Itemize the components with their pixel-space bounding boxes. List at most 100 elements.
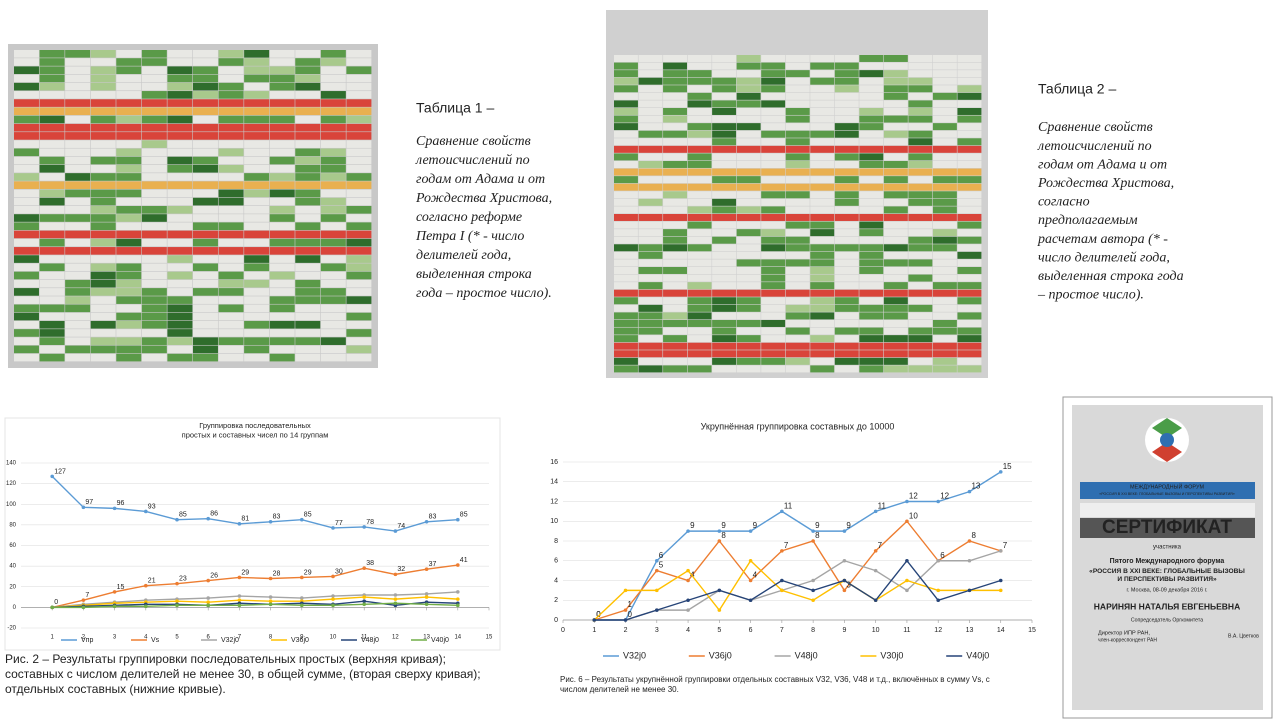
- caption-line: делителей года,: [416, 248, 511, 263]
- cell: [761, 244, 786, 252]
- certificate-text: член-корреспондент РАН: [1098, 637, 1157, 643]
- data-label: 8: [971, 531, 976, 540]
- cell: [193, 238, 218, 247]
- cell: [14, 156, 39, 165]
- cell: [785, 244, 810, 252]
- cell: [932, 206, 957, 214]
- cell: [834, 335, 859, 343]
- cell: [761, 236, 786, 244]
- cell: [167, 222, 193, 231]
- cell: [932, 289, 957, 297]
- cell: [932, 85, 957, 93]
- cell: [244, 337, 270, 345]
- caption-line: расчетам автора (* -: [1037, 232, 1168, 247]
- cell: [14, 353, 39, 362]
- cell: [295, 132, 321, 140]
- cell: [761, 85, 786, 93]
- cell: [957, 198, 982, 206]
- point: [331, 597, 335, 601]
- cell: [908, 274, 933, 282]
- cell: [883, 183, 908, 191]
- point: [331, 603, 335, 608]
- cell: [167, 206, 193, 214]
- cell: [785, 70, 810, 78]
- point: [206, 516, 210, 521]
- cell: [883, 274, 908, 282]
- y-tick-label: 100: [6, 502, 17, 508]
- cell: [834, 282, 859, 290]
- cell: [320, 312, 346, 321]
- cell: [167, 279, 193, 288]
- caption-line: выделенная строка года: [1038, 269, 1184, 284]
- cell: [116, 255, 142, 263]
- cell: [167, 197, 193, 206]
- cell: [14, 329, 39, 337]
- point: [655, 558, 659, 563]
- cell: [614, 320, 638, 327]
- point: [811, 598, 815, 603]
- cell: [295, 312, 321, 321]
- cell: [65, 206, 91, 214]
- legend-label: V36j0: [709, 650, 732, 660]
- cell: [346, 247, 372, 255]
- cell: [810, 100, 835, 108]
- cell: [883, 55, 908, 62]
- data-label: 7: [784, 541, 789, 550]
- cell: [614, 259, 638, 267]
- cell: [244, 132, 270, 140]
- cell: [244, 148, 270, 157]
- cell: [65, 74, 91, 83]
- caption-line: Сравнение свойств: [416, 134, 531, 149]
- cell: [193, 74, 218, 83]
- cell: [663, 267, 687, 274]
- point: [175, 581, 179, 586]
- point: [237, 522, 242, 526]
- caption-line: согласно реформе: [416, 210, 522, 225]
- cell: [14, 320, 39, 329]
- cell: [269, 189, 295, 198]
- cell: [193, 279, 218, 288]
- cell: [932, 214, 957, 221]
- cell: [320, 304, 346, 313]
- x-tick-label: 4: [144, 635, 148, 641]
- data-label: 9: [815, 521, 820, 530]
- cell: [346, 206, 372, 214]
- cell: [687, 183, 712, 191]
- y-tick-label: 140: [6, 461, 17, 467]
- cell: [269, 345, 295, 354]
- cell: [785, 274, 810, 282]
- cell: [269, 74, 295, 83]
- cell: [761, 191, 786, 199]
- cell: [810, 115, 835, 123]
- cell: [663, 85, 687, 93]
- cell: [785, 123, 810, 131]
- cell: [295, 74, 321, 83]
- point: [748, 529, 753, 533]
- cell: [663, 130, 687, 138]
- cell: [141, 255, 167, 263]
- cell: [218, 50, 244, 58]
- cell: [295, 288, 321, 296]
- data-label: 4: [690, 571, 695, 580]
- point: [717, 588, 722, 593]
- cell: [785, 85, 810, 93]
- cell: [116, 312, 142, 321]
- cell: [736, 221, 761, 229]
- cell: [957, 251, 982, 259]
- cell: [859, 168, 884, 176]
- caption-line: Рождества Христова,: [415, 191, 552, 206]
- cell: [687, 244, 712, 252]
- point: [592, 618, 597, 622]
- x-tick-label: 9: [300, 635, 304, 641]
- cell: [810, 206, 835, 214]
- cell: [859, 259, 884, 267]
- cell: [883, 312, 908, 320]
- cell: [785, 100, 810, 108]
- cell: [65, 50, 91, 58]
- cell: [193, 214, 218, 222]
- cell: [295, 115, 321, 124]
- cell: [761, 77, 786, 85]
- cell: [39, 91, 65, 99]
- cell: [785, 153, 810, 161]
- legend-label: V32j0: [623, 650, 646, 660]
